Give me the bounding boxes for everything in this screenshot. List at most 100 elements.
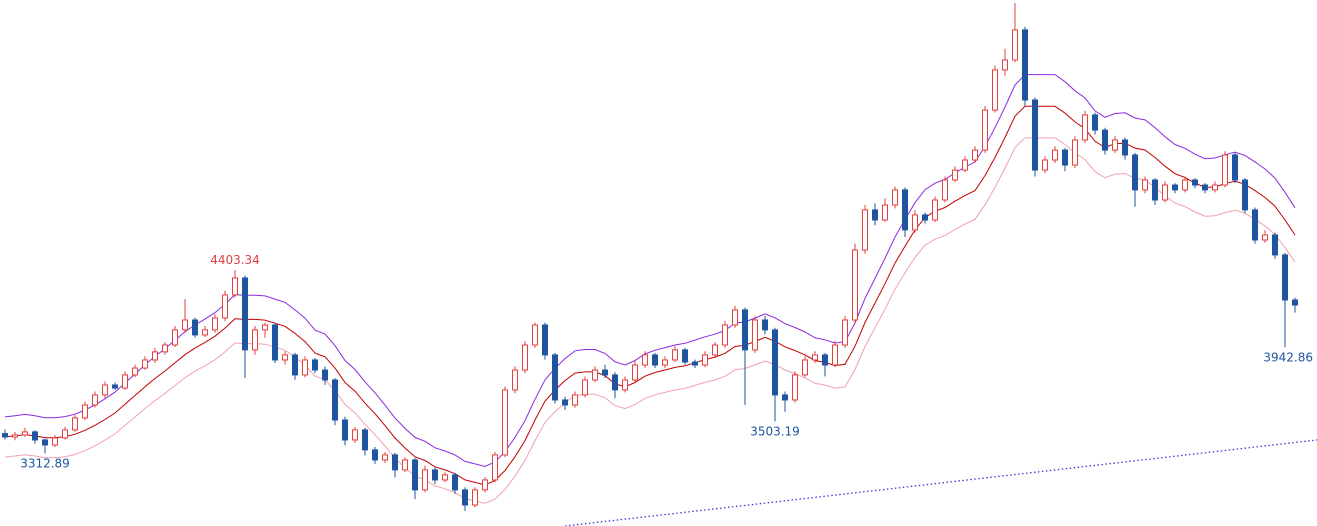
candle-down: [542, 322, 548, 360]
candle-body: [532, 324, 538, 346]
candle-up: [352, 426, 358, 443]
candle-body: [822, 354, 828, 366]
candle-body: [132, 367, 138, 376]
candle-up: [92, 391, 98, 408]
candle-up: [132, 364, 138, 378]
candle-body: [1042, 159, 1048, 171]
candle-body: [872, 209, 878, 221]
trendline: [564, 439, 1317, 526]
candle-body: [92, 394, 98, 406]
candle-body: [2, 433, 8, 438]
candle-body: [642, 354, 648, 366]
candle-down: [872, 203, 878, 226]
candle-body: [402, 459, 408, 471]
candle-down: [1092, 112, 1098, 135]
candle-body: [942, 179, 948, 201]
candle-body: [632, 364, 638, 381]
moving-average-line: [4, 105, 1296, 486]
candle-body: [212, 317, 218, 331]
annotation-low-label: 3942.86: [1263, 350, 1313, 364]
candle-up: [22, 427, 28, 437]
candle-up: [732, 305, 738, 328]
candle-down: [1272, 232, 1278, 259]
candle-up: [802, 356, 808, 378]
candle-up: [882, 198, 888, 222]
candle-body: [782, 394, 788, 401]
candle-body: [142, 359, 148, 369]
candle-up: [1072, 136, 1078, 169]
candle-body: [902, 189, 908, 231]
candle-up: [1112, 136, 1118, 153]
candle-up: [852, 243, 858, 323]
candle-up: [972, 146, 978, 164]
candle-down: [652, 352, 658, 369]
candle-up: [492, 452, 498, 483]
candle-body: [202, 329, 208, 336]
candle-up: [62, 426, 68, 440]
candle-body: [682, 349, 688, 363]
candle-down: [1282, 252, 1288, 348]
indicator-lines: [4, 74, 1296, 504]
candle-body: [752, 319, 758, 351]
candle-up: [522, 341, 528, 374]
candle-down: [272, 322, 278, 363]
candle-body: [492, 454, 498, 481]
candle-body: [102, 384, 108, 396]
candle-body: [42, 439, 48, 446]
candle-body: [592, 369, 598, 381]
candle-down: [902, 187, 908, 237]
candle-up: [842, 315, 848, 348]
candle-up: [262, 322, 268, 338]
candle-body: [802, 359, 808, 376]
candle-body: [1262, 234, 1268, 241]
candle-body: [322, 369, 328, 381]
candle-up: [422, 465, 428, 493]
candle-down: [1132, 152, 1138, 207]
candle-up: [962, 156, 968, 173]
candle-down: [342, 416, 348, 446]
candle-body: [882, 204, 888, 221]
candle-down: [392, 452, 398, 478]
candle-body: [992, 69, 998, 111]
candle-body: [1012, 29, 1018, 61]
candle-body: [602, 369, 608, 376]
candle-body: [542, 324, 548, 356]
candle-body: [122, 374, 128, 389]
candle-down: [1242, 178, 1248, 214]
candle-body: [422, 469, 428, 491]
candle-down: [1202, 183, 1208, 194]
candle-up: [72, 415, 78, 432]
candle-body: [1072, 139, 1078, 166]
candle-up: [662, 356, 668, 369]
candle-body: [12, 434, 18, 438]
candle-up: [1052, 146, 1058, 164]
candle-body: [292, 354, 298, 376]
candle-body: [432, 469, 438, 481]
candle-body: [1192, 179, 1198, 186]
candle-up: [12, 431, 18, 441]
candle-body: [352, 429, 358, 441]
candle-up: [622, 376, 628, 393]
candle-down: [312, 357, 318, 374]
candle-body: [522, 344, 528, 371]
candle-up: [212, 314, 218, 333]
candle-up: [182, 299, 188, 333]
candle-down: [1102, 127, 1108, 155]
candle-body: [762, 319, 768, 331]
candle-up: [582, 376, 588, 398]
candle-body: [1092, 114, 1098, 131]
candle-up: [482, 477, 488, 493]
candle-down: [32, 430, 38, 444]
candle-down: [602, 364, 608, 379]
candle-body: [182, 319, 188, 331]
candle-up: [1162, 181, 1168, 203]
candle-down: [372, 447, 378, 464]
candle-up: [932, 196, 938, 222]
candle-up: [502, 386, 508, 458]
candle-body: [1052, 149, 1058, 161]
candle-body: [612, 374, 618, 391]
candle-body: [732, 309, 738, 326]
candle-down: [1192, 178, 1198, 189]
candle-down: [412, 457, 418, 500]
candle-body: [912, 214, 918, 231]
